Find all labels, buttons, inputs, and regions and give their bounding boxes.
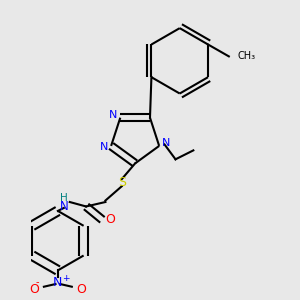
Text: O: O	[77, 283, 87, 296]
Text: -: -	[36, 277, 39, 287]
Text: S: S	[118, 176, 126, 189]
Text: +: +	[62, 274, 69, 283]
Text: N: N	[59, 200, 68, 213]
Text: CH₃: CH₃	[238, 51, 256, 62]
Text: O: O	[29, 283, 39, 296]
Text: N: N	[100, 142, 108, 152]
Text: N: N	[109, 110, 117, 120]
Text: O: O	[105, 213, 115, 226]
Text: N: N	[53, 276, 62, 289]
Text: H: H	[60, 194, 68, 203]
Text: N: N	[161, 138, 170, 148]
